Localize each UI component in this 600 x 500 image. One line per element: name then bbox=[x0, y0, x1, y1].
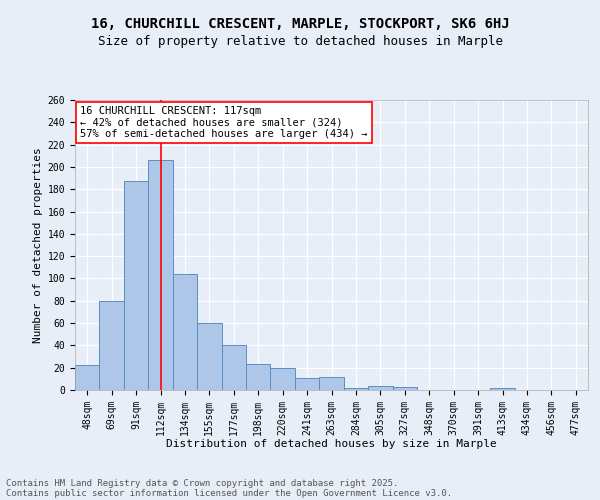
Bar bbox=[344, 388, 368, 390]
Bar bbox=[295, 378, 319, 390]
Bar bbox=[368, 386, 392, 390]
Bar bbox=[124, 182, 148, 390]
Bar bbox=[246, 364, 271, 390]
Bar bbox=[197, 323, 221, 390]
Bar bbox=[490, 388, 515, 390]
Bar bbox=[75, 366, 100, 390]
Text: Size of property relative to detached houses in Marple: Size of property relative to detached ho… bbox=[97, 35, 503, 48]
Bar bbox=[148, 160, 173, 390]
Y-axis label: Number of detached properties: Number of detached properties bbox=[34, 147, 43, 343]
Bar bbox=[392, 386, 417, 390]
Bar bbox=[271, 368, 295, 390]
Text: Contains HM Land Registry data © Crown copyright and database right 2025.: Contains HM Land Registry data © Crown c… bbox=[6, 478, 398, 488]
Bar bbox=[173, 274, 197, 390]
X-axis label: Distribution of detached houses by size in Marple: Distribution of detached houses by size … bbox=[166, 439, 497, 449]
Bar bbox=[221, 346, 246, 390]
Text: Contains public sector information licensed under the Open Government Licence v3: Contains public sector information licen… bbox=[6, 488, 452, 498]
Bar bbox=[319, 376, 344, 390]
Bar bbox=[100, 301, 124, 390]
Text: 16 CHURCHILL CRESCENT: 117sqm
← 42% of detached houses are smaller (324)
57% of : 16 CHURCHILL CRESCENT: 117sqm ← 42% of d… bbox=[80, 106, 368, 139]
Text: 16, CHURCHILL CRESCENT, MARPLE, STOCKPORT, SK6 6HJ: 16, CHURCHILL CRESCENT, MARPLE, STOCKPOR… bbox=[91, 18, 509, 32]
